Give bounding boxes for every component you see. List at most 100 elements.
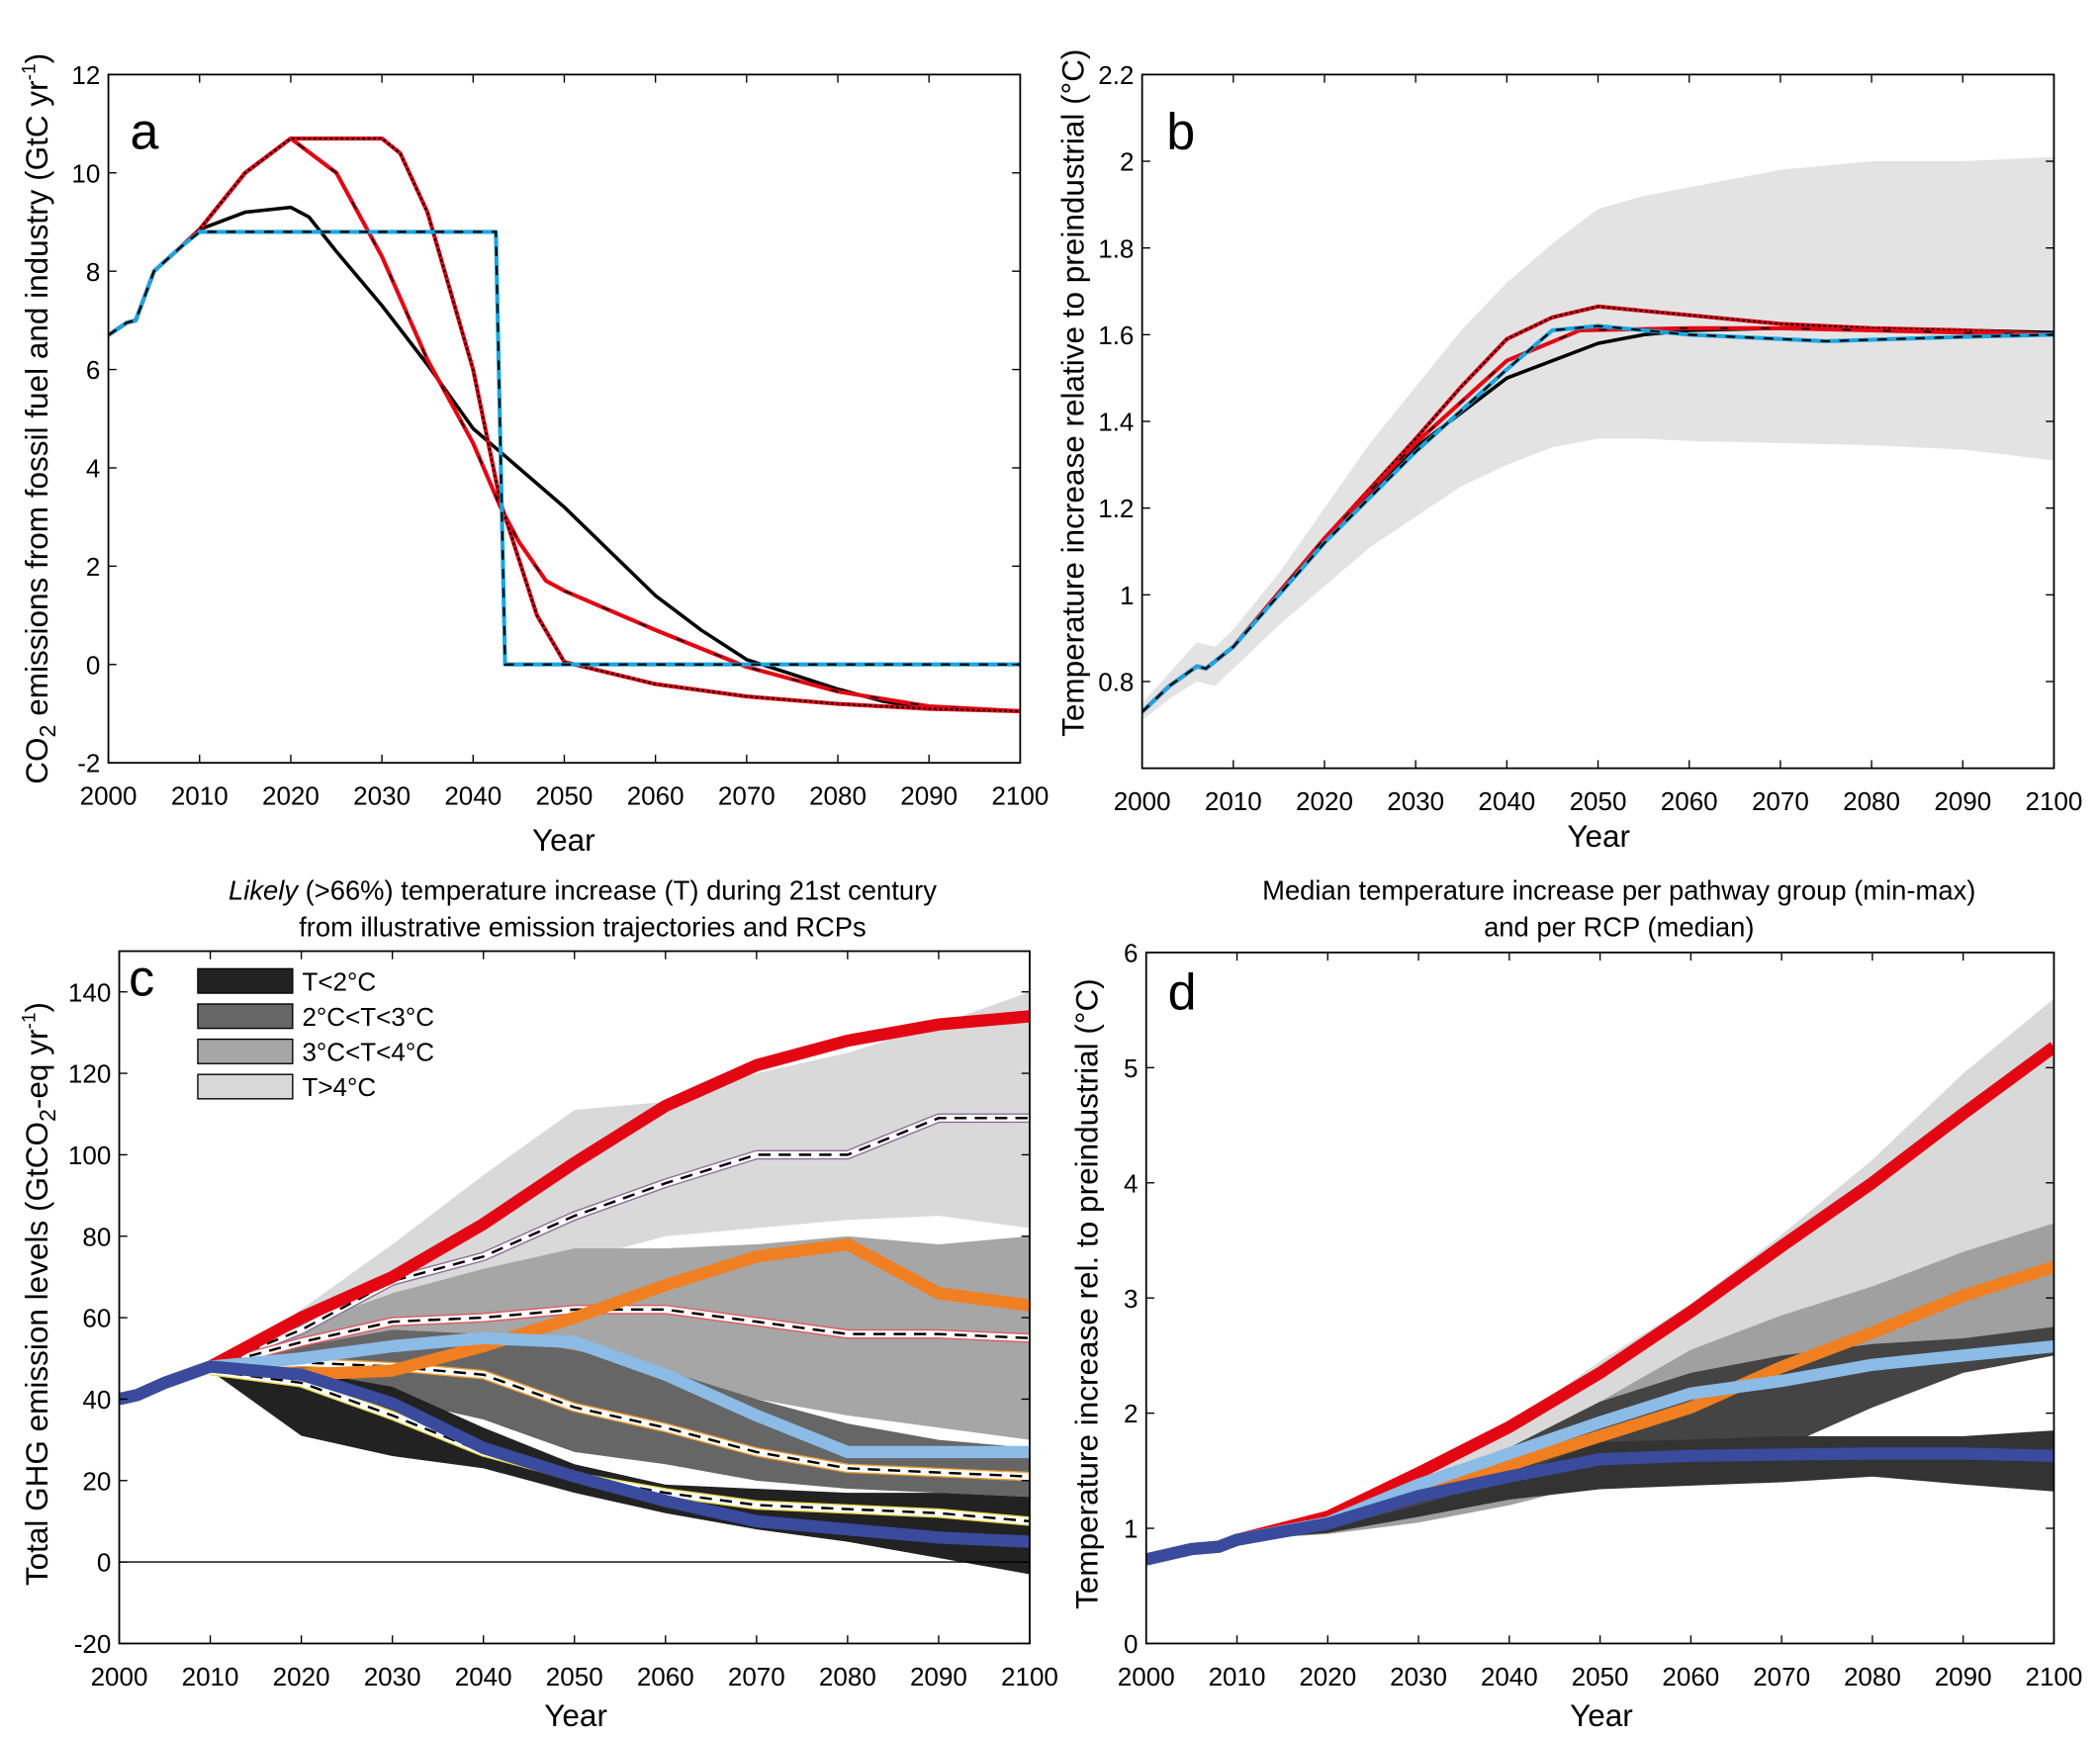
x-tick-label: 2070 [1753,1662,1810,1691]
x-tick-label: 2050 [536,781,593,811]
y-tick-label: 1.2 [1098,494,1134,523]
panel-a-plot-area [108,136,1021,714]
x-tick-label: 2000 [80,781,137,811]
panel-d-temperature-by-group: Median temperature increase per pathway … [1068,875,2082,1734]
x-tick-label: 2030 [353,781,411,811]
x-tick-label: 2060 [627,781,685,811]
x-tick-label: 2060 [1661,786,1718,816]
y-tick-label: 20 [82,1466,111,1496]
series-blue-dashed-overlay [1141,324,2054,713]
legend-label-t-3-4: 3°C<T<4°C [302,1037,434,1066]
y-tick-label: 3 [1124,1284,1138,1314]
y-tick-label: 4 [1124,1168,1138,1198]
x-tick-label: 2080 [819,1662,876,1691]
x-tick-label: 2070 [718,781,776,811]
panel-d-x-axis-label: Year [1570,1697,1633,1733]
panel-c-letter: c [129,951,154,1008]
y-tick-label: 120 [68,1059,111,1089]
panel-d-plot-area [1145,998,2054,1566]
band-3 [1236,1430,2054,1540]
panel-b-temperature: 2000 2010 2020 2030 2040 2050 2060 2070 2080 2090… [1055,49,2083,855]
legend-label-t-2-3: 2°C<T<3°C [302,1002,434,1032]
y-tick-label: 2.2 [1098,60,1134,90]
y-tick-label: 0.8 [1098,668,1134,697]
y-tick-label: -20 [74,1629,112,1659]
panel-b-y-axis-label: Temperature increase relative to preindu… [1055,49,1091,737]
x-tick-label: 2050 [1572,1662,1629,1691]
median-dashed-line-0 [210,1117,1030,1368]
y-tick-label: 0 [97,1548,111,1578]
x-tick-label: 2010 [1209,1662,1266,1691]
x-tick-label: 2100 [2025,1662,2082,1691]
rcp-line-3 [1145,1447,2054,1566]
legend-swatch-t-lt-2 [197,967,294,994]
x-tick-label: 2090 [1934,786,1991,816]
y-tick-label: 0 [86,650,100,680]
panel-a-x-axis-label: Year [532,822,595,858]
panel-a-axes: 2000 2010 2020 2030 2040 2050 2060 2070 2080 2090… [71,60,1049,811]
x-tick-label: 2010 [1205,786,1262,816]
panel-d-y-axis-label: Temperature increase rel. to preindustri… [1068,978,1104,1609]
series-black-solid [108,205,1021,713]
x-tick-label: 2090 [900,781,958,811]
legend-label-t-lt-2: T<2°C [302,966,376,996]
band-1 [1236,1223,2054,1540]
y-tick-label: 2 [1120,147,1134,177]
panel-c-axes: 2000 2010 2020 2030 2040 2050 2060 2070 2080 2090… [68,950,1058,1691]
band-1 [210,1235,1030,1440]
panel-c-y-axis-label: Total GHG emission levels (GtCO2-eq yr-1… [19,1002,60,1586]
x-tick-label: 2080 [1844,1662,1901,1691]
x-tick-label: 2040 [1478,786,1535,816]
x-tick-label: 2020 [262,781,320,811]
series-red-dotted [108,136,1021,714]
y-tick-label: 2 [86,552,100,582]
x-tick-label: 2100 [2025,786,2082,816]
panel-c-x-axis-label: Year [544,1697,607,1733]
x-tick-label: 2100 [991,781,1049,811]
x-tick-label: 2040 [455,1662,512,1691]
panel-b-letter: b [1166,104,1195,161]
y-tick-label: 1 [1124,1514,1138,1544]
legend-swatch-t-3-4 [197,1038,294,1064]
y-tick-label: 5 [1124,1053,1138,1083]
series-red-solid-dash-overlay [108,137,1021,712]
x-tick-label: 2030 [1390,1662,1447,1691]
panel-b-plot-area [1141,156,2054,721]
x-tick-label: 2090 [910,1662,967,1691]
y-tick-label: 140 [68,977,111,1007]
y-tick-label: 1.8 [1098,233,1134,263]
x-tick-label: 2020 [1299,1662,1356,1691]
y-tick-label: 1.4 [1098,408,1134,437]
x-tick-label: 2010 [182,1662,239,1691]
x-tick-label: 2080 [1843,786,1900,816]
series-blue-dashed [108,229,1021,667]
y-tick-label: 1.6 [1098,320,1134,350]
panel-c-title-line2: from illustrative emission trajectories … [299,911,867,942]
rcp-line-3 [119,1360,1030,1548]
panel-a-letter: a [130,104,158,161]
x-tick-label: 2020 [1296,786,1353,816]
x-tick-label: 2010 [171,781,228,811]
median-dashed-line-1 [210,1308,1030,1368]
x-tick-label: 2070 [1752,786,1809,816]
x-tick-label: 2090 [1935,1662,1992,1691]
y-tick-label: 100 [68,1141,111,1170]
x-tick-label: 2000 [1114,786,1171,816]
series-red-dotted-overlay [108,137,1021,713]
y-tick-label: 2 [1124,1399,1138,1428]
y-tick-label: 60 [82,1304,111,1333]
y-tick-label: 8 [86,257,100,287]
y-tick-label: 6 [86,355,100,385]
x-tick-label: 2100 [1001,1662,1058,1691]
series-red-solid [108,136,1021,714]
x-tick-label: 2020 [273,1662,330,1691]
series-blue-dashed-overlay [108,230,1021,666]
y-tick-label: 40 [82,1385,111,1415]
panel-b-x-axis-label: Year [1567,818,1630,854]
x-tick-label: 2060 [1662,1662,1719,1691]
panel-a-y-axis-label: CO2 emissions from fossil fuel and indus… [19,53,60,784]
legend-label-t-gt-4: T>4°C [302,1072,376,1102]
x-tick-label: 2040 [444,781,502,811]
y-tick-label: 6 [1124,939,1138,968]
